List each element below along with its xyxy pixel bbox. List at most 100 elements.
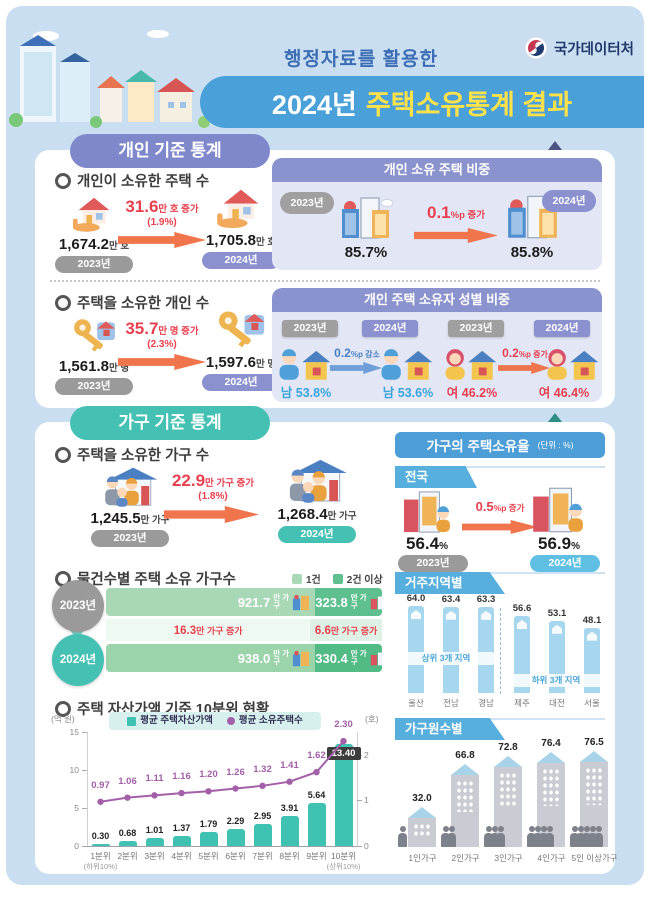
tick-mark <box>82 846 87 847</box>
year-badge: 2024년 <box>202 252 280 269</box>
line-point <box>286 778 293 785</box>
bubble-2023: 2023년 <box>280 192 334 214</box>
legend-multi-icon <box>332 574 343 584</box>
building-person-icon <box>404 491 450 533</box>
line-point <box>97 798 104 805</box>
person-icon <box>545 826 554 847</box>
tick-mark <box>357 846 362 847</box>
region-category: 대전 <box>549 698 565 708</box>
female-house-icon <box>547 349 599 380</box>
size-bar <box>537 762 565 847</box>
person-icon <box>576 826 585 847</box>
tick-mark <box>357 800 362 802</box>
size-bar <box>580 762 608 847</box>
decrease-arrow-icon <box>330 362 382 374</box>
ring-bullet-icon <box>55 700 71 717</box>
bar-value-label: 2.95 <box>253 810 272 821</box>
asset-value-bar <box>226 828 245 846</box>
house-icon <box>552 624 562 634</box>
right-tick-label: 2 <box>364 749 369 760</box>
heading-by-units: 물건수별 주택 소유 가구수 <box>55 568 236 589</box>
taegeuk-icon <box>524 36 548 60</box>
building-person-icon <box>533 487 583 533</box>
building-icon <box>293 594 310 610</box>
decile-note: (상위10%) <box>326 862 361 871</box>
region-category: 울산 <box>408 698 424 708</box>
region-bar <box>408 605 424 693</box>
person-icon <box>496 826 505 847</box>
section-title-household: 가구 기준 통계 <box>70 406 270 440</box>
region-bar-value: 48.1 <box>582 614 602 626</box>
person-icon <box>594 826 603 847</box>
buildings-icon <box>342 197 394 239</box>
share-change: 0.1%p 증가 <box>426 203 485 222</box>
asset-value-bar <box>307 803 326 846</box>
year-tag: 2023년 <box>448 320 504 337</box>
region-bar <box>514 616 530 693</box>
ownership-share-title: 개인 소유 주택 비중 <box>272 158 602 182</box>
male-house-icon <box>381 349 433 380</box>
right-tick-label: 0 <box>364 841 369 851</box>
year-circle-2023: 2023년 <box>52 580 104 632</box>
hand-house-icon <box>72 197 110 232</box>
line-point <box>205 788 212 795</box>
owners-change: 35.7만 명 증가 (2.3%) <box>125 319 199 350</box>
section-line <box>395 466 605 468</box>
legend-one-icon <box>292 574 302 584</box>
size-bar-value: 76.4 <box>541 737 561 749</box>
line-value-label: 1.62 <box>307 750 326 762</box>
male-2024-value: 남 53.6% <box>382 386 434 400</box>
gender-share-panel: 개인 주택 소유자 성별 비중 2023년 2024년 2023년 2024년 … <box>272 288 602 402</box>
line-value-label: 1.41 <box>280 759 299 771</box>
size-category: 2인가구 <box>451 853 480 863</box>
building-roof-icon <box>494 756 522 767</box>
right-tick-label: 1 <box>364 795 369 806</box>
male-house-icon <box>279 349 331 380</box>
region-category: 전남 <box>443 698 459 708</box>
person-icon <box>570 826 579 847</box>
person-icon <box>484 826 493 847</box>
ownership-count-line <box>97 737 347 805</box>
left-axis-line <box>87 732 88 846</box>
region-category: 경남 <box>478 698 494 708</box>
decile-chart: (억 원) (호) 평균 주택자산가액 평균 소유주택수 0 5 10 15 0 1 2 0.… <box>45 712 390 874</box>
line-value-label: 1.06 <box>118 775 137 787</box>
size-chart: 32.0 1인가구 66.8 2인가구 72.8 3인가구 76.4 4인가구 76.5 5인 이… <box>396 737 618 870</box>
male-change: 0.2%p 감소 <box>334 346 380 360</box>
ribbon-corner <box>548 413 562 422</box>
year-circle-2024: 2024년 <box>52 634 104 686</box>
house-icon <box>411 609 421 619</box>
people-icons <box>484 826 505 847</box>
asset-value-bar <box>253 823 272 846</box>
decile-legend: 평균 주택자산가액 평균 소유주택수 <box>109 712 321 730</box>
title-main: 주택소유통계 결과 <box>365 89 573 120</box>
size-bar-value: 66.8 <box>455 749 475 761</box>
dotted-divider <box>50 280 600 282</box>
decile-category: 5분위 <box>198 851 219 861</box>
region-bar-value: 53.1 <box>547 607 567 619</box>
family-house-icon <box>289 459 347 503</box>
household-2023-stat: 1,245.5만 가구 2023년 <box>70 464 190 547</box>
line-value-label: 1.20 <box>199 769 218 781</box>
year-badge: 2023년 <box>398 555 468 572</box>
year-badge: 2023년 <box>91 530 169 547</box>
tab-national: 전국 <box>395 466 477 488</box>
asset-value-bar <box>280 816 299 846</box>
tab-by-region: 거주지역별 <box>395 572 505 594</box>
decile-category: 6분위 <box>225 851 246 861</box>
key-house-icon <box>219 311 265 348</box>
right-panel-header: 가구의 주택소유율 (단위 : %) <box>395 432 605 458</box>
increase-arrow-icon <box>498 362 550 374</box>
people-icons <box>441 826 456 847</box>
bottom-regions-band: 하위 3개 지역 <box>508 674 604 687</box>
key-house-icon <box>74 319 115 352</box>
right-axis-label: (호) <box>365 714 379 724</box>
heading-homes: 개인이 소유한 주택 수 <box>55 170 209 191</box>
people-icons <box>398 826 407 847</box>
bar-legend-icon <box>127 716 137 726</box>
units-row-2023: 921.7 만 가구 323.8 만 가구 <box>106 588 382 616</box>
bar-value-label: 3.91 <box>280 803 299 814</box>
person-icon <box>582 826 591 847</box>
decile-note: (하위10%) <box>83 862 118 871</box>
tick-mark <box>82 770 87 771</box>
